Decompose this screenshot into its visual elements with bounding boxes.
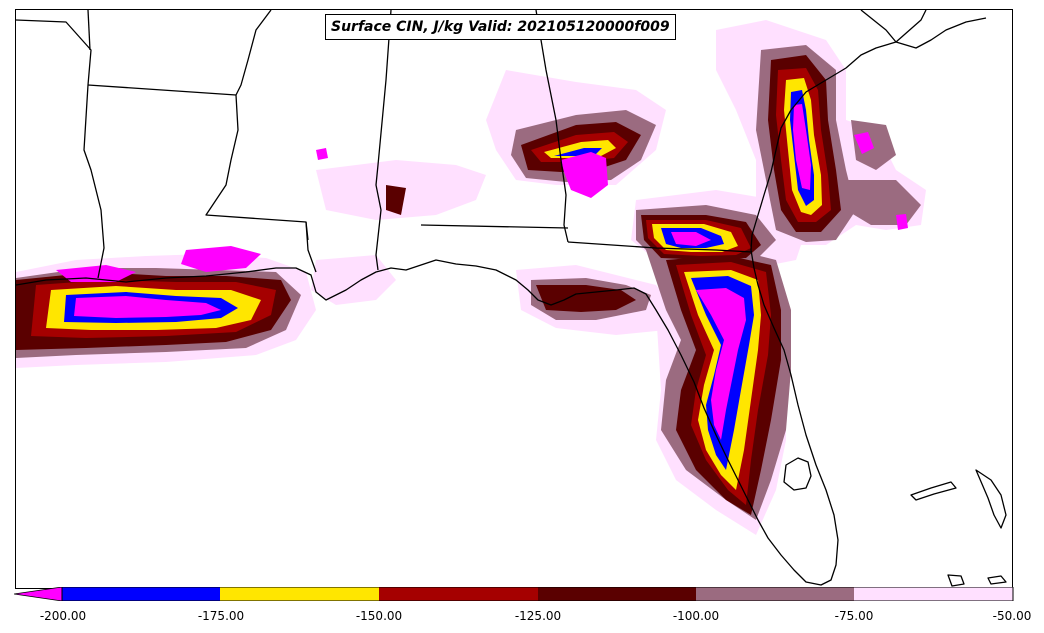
colorbar-segment [62,587,220,601]
colorbar-tick-label: -75.00 [834,609,874,623]
border-al-ga [535,10,569,243]
colorbar-tick-label: -175.00 [197,609,245,623]
border-ar-ms-river [205,10,309,241]
colorbar-segment [538,587,696,601]
cin-band-below-200 [56,104,908,440]
colorbar-segment [854,587,1013,601]
bahamas-island [910,481,957,501]
border-ga-sc [860,10,897,43]
colorbar-extend-triangle [14,587,63,601]
border-ar-west [87,10,91,51]
colorbar [14,587,1014,601]
colorbar-tick-label: -50.00 [992,609,1032,623]
bahamas-island [947,574,965,587]
colorbar-segment [379,587,538,601]
colorbar-segment [696,587,854,601]
border-ar-la [87,84,237,96]
bahamas-island [975,469,1007,529]
colorbar-tick-label: -125.00 [514,609,562,623]
map-panel [15,9,1013,589]
colorbar-tick-label: -150.00 [355,609,403,623]
border-ms-al [375,10,392,271]
coastline-gulf [16,17,987,586]
colorbar-segment [220,587,379,601]
border-ok-tx [16,19,92,86]
colorbar-outline [61,587,1014,601]
cin-contours [16,20,926,535]
lake-okeechobee [783,457,812,491]
map-boundaries [16,10,1007,587]
border-nc-sc [895,10,927,43]
border-al-fl [420,224,569,229]
colorbar-tick-label: -100.00 [672,609,720,623]
border-tx-la [83,84,105,279]
colorbar-tick-label: -200.00 [39,609,87,623]
bahamas-island [987,575,1007,585]
border-ga-fl [567,241,753,253]
map-title: Surface CIN, J/kg Valid: 202105120000f00… [325,14,676,40]
cin-map [16,10,1007,587]
border-la-ms [305,221,317,273]
